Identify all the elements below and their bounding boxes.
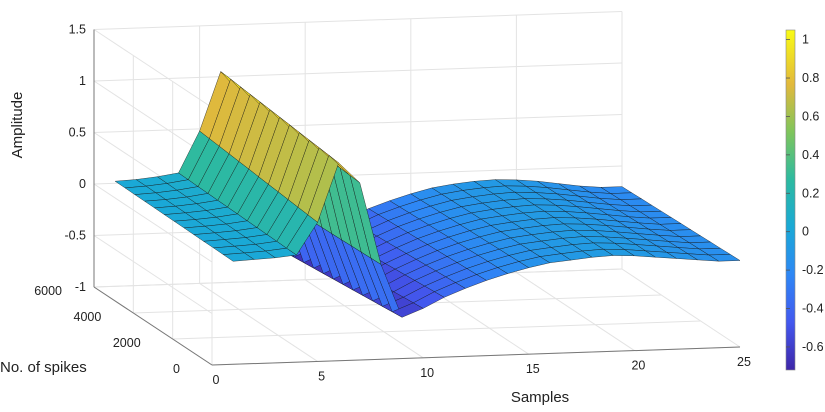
axes (93, 29, 741, 366)
colorbar-tick-label: 0.6 (802, 109, 819, 123)
z-tick-label: 1.5 (69, 23, 86, 37)
tick-labels: 0 5 10 15 20 25 0 2000 4000 6000 -1 -0.5 0 0.5 1 1.5 (34, 23, 751, 388)
z-axis-label: Amplitude (9, 92, 26, 159)
x-tick-label: 25 (737, 355, 751, 369)
grid-line (93, 235, 213, 314)
grid-line (93, 183, 213, 263)
y-axis-label: No. of spikes (0, 359, 87, 376)
grid-line (621, 268, 741, 348)
x-tick-label: 20 (631, 359, 645, 373)
colorbar-tick-label: -0.6 (802, 340, 824, 354)
y-tick-label: 0 (173, 362, 180, 376)
y-tick-label: 2000 (113, 336, 141, 350)
x-tick-label: 15 (526, 362, 540, 376)
x-tick-label: 10 (420, 366, 434, 380)
grid-line (93, 11, 623, 30)
surface-patch (708, 254, 741, 262)
z-tick-label: 1 (79, 74, 86, 88)
grid-line (93, 62, 623, 82)
colorbar-gradient (785, 29, 796, 371)
grid-line (172, 320, 701, 340)
grid-line (304, 279, 424, 359)
colorbar-tick-label: 0.2 (802, 186, 819, 200)
colorbar-tick-label: -0.4 (802, 302, 824, 316)
colorbar-tick-label: 0 (802, 225, 809, 239)
colorbar-tick-label: 0.4 (802, 148, 819, 162)
x-axis-line (211, 346, 741, 366)
grid-line (93, 114, 623, 133)
z-tick-label: -1 (75, 280, 86, 294)
z-tick-label: 0.5 (69, 126, 86, 140)
colorbar: 1 0.8 0.6 0.4 0.2 0 -0.2 -0.4 -0.6 (785, 29, 824, 371)
x-axis-label: Samples (511, 389, 569, 406)
colorbar-tick-label: -0.2 (802, 263, 824, 277)
x-tick-label: 0 (213, 373, 220, 387)
grid-line (93, 29, 213, 108)
y-axis-line (93, 286, 213, 366)
surface (114, 71, 741, 318)
x-tick-label: 5 (318, 369, 325, 383)
z-tick-label: 0 (79, 177, 86, 191)
y-tick-label: 6000 (34, 284, 62, 298)
grid-line (516, 272, 635, 352)
grid-line (199, 282, 318, 362)
z-tick-label: -0.5 (64, 229, 86, 243)
colorbar-tick-label: 1 (802, 33, 809, 47)
colorbar-tick-label: 0.8 (802, 71, 819, 85)
y-tick-label: 4000 (74, 310, 102, 324)
